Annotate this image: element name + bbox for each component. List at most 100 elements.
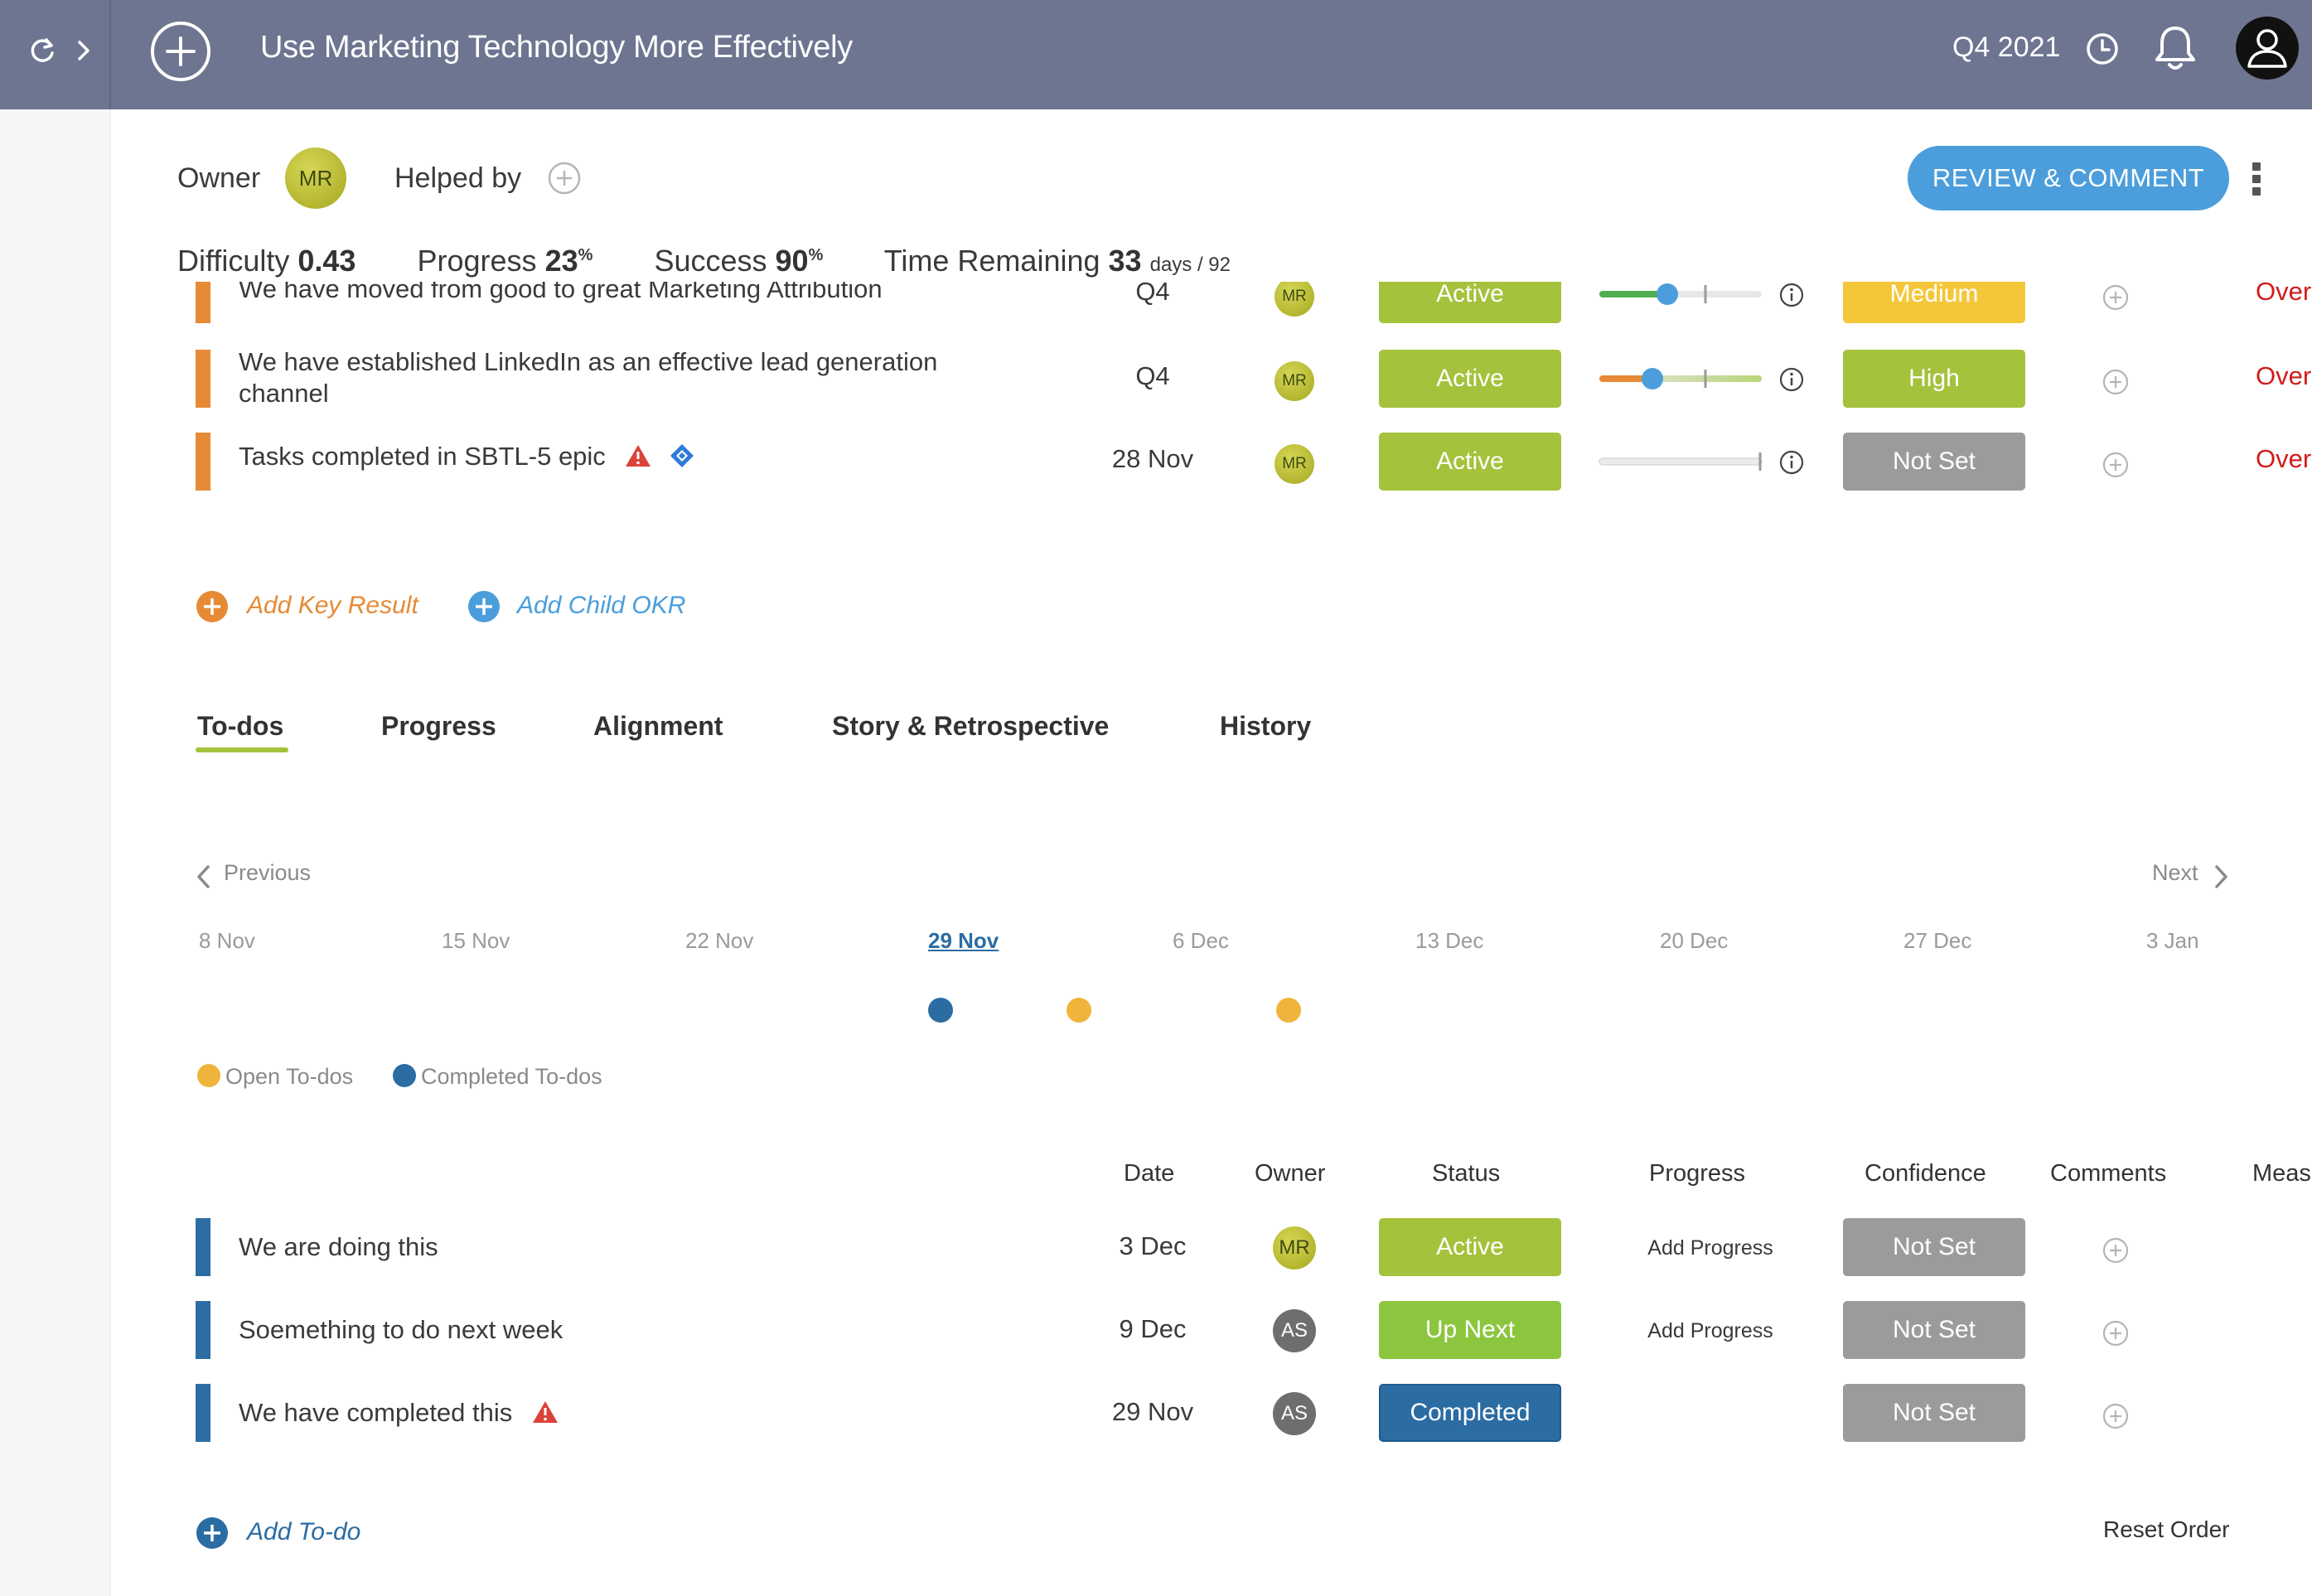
column-header-owner[interactable]: Owner xyxy=(1255,1160,1326,1187)
bell-icon[interactable] xyxy=(2153,23,2198,73)
column-header-date[interactable]: Date xyxy=(1124,1160,1175,1187)
todo-row[interactable]: We have completed this 29 Nov AS Complet… xyxy=(196,1384,2312,1442)
add-todo-link[interactable]: Add To-do xyxy=(247,1518,361,1545)
info-icon[interactable] xyxy=(1778,282,1805,308)
completed-todo-dot[interactable] xyxy=(928,998,953,1023)
key-result-status-button[interactable]: Active xyxy=(1379,282,1561,323)
chevron-right-icon[interactable] xyxy=(2213,863,2231,890)
todo-row[interactable]: Soemething to do next week 9 Dec AS Up N… xyxy=(196,1301,2312,1359)
timeline-week[interactable]: 27 Dec xyxy=(1903,928,1972,953)
chevron-right-icon[interactable] xyxy=(73,36,94,65)
info-icon[interactable] xyxy=(1778,449,1805,476)
add-comment-icon[interactable] xyxy=(2102,451,2130,479)
column-header-progress[interactable]: Progress xyxy=(1649,1160,1746,1187)
more-options-icon[interactable] xyxy=(2251,162,2262,196)
timeline-week-current[interactable]: 29 Nov xyxy=(928,928,999,953)
add-comment-icon[interactable] xyxy=(2102,1236,2130,1265)
add-circle-icon[interactable] xyxy=(149,20,212,83)
key-result-progress-slider[interactable] xyxy=(1598,449,1763,474)
todo-confidence-button[interactable]: Not Set xyxy=(1843,1218,2025,1276)
todo-add-progress-link[interactable]: Add Progress xyxy=(1647,1319,1773,1342)
column-header-confidence[interactable]: Confidence xyxy=(1865,1160,1986,1187)
key-result-row[interactable]: We have moved from good to great Marketi… xyxy=(196,282,2312,323)
tab-story-retrospective[interactable]: Story & Retrospective xyxy=(832,711,1110,741)
todo-owner-avatar[interactable]: MR xyxy=(1273,1226,1316,1270)
add-comment-icon[interactable] xyxy=(2102,1319,2130,1347)
open-todo-dot[interactable] xyxy=(1067,998,1091,1023)
key-result-confidence-button[interactable]: High xyxy=(1843,350,2025,408)
okr-stats: Difficulty 0.43 Progress 23% Success 90%… xyxy=(177,244,1231,278)
todo-row[interactable]: We are doing this 3 Dec MR Active Add Pr… xyxy=(196,1218,2312,1276)
add-key-result-icon[interactable] xyxy=(196,590,229,623)
timeline-week[interactable]: 3 Jan xyxy=(2146,928,2199,953)
todo-add-progress-link[interactable]: Add Progress xyxy=(1647,1236,1773,1260)
chevron-left-icon[interactable] xyxy=(194,863,212,890)
time-remaining-value: 33 xyxy=(1108,244,1142,278)
add-comment-icon[interactable] xyxy=(2102,283,2130,312)
key-result-title-line2: channel xyxy=(239,379,329,408)
todo-status-button[interactable]: Active xyxy=(1379,1218,1561,1276)
key-result-row[interactable]: Tasks completed in SBTL-5 epic 28 Nov MR… xyxy=(196,433,2312,491)
previous-week-button[interactable]: Previous xyxy=(224,860,312,885)
review-comment-button[interactable]: REVIEW & COMMENT xyxy=(1908,146,2229,210)
todo-confidence-button[interactable]: Not Set xyxy=(1843,1301,2025,1359)
timeline-week[interactable]: 13 Dec xyxy=(1415,928,1484,953)
key-result-progress-slider[interactable] xyxy=(1598,366,1763,391)
tab-todos[interactable]: To-dos xyxy=(197,711,284,741)
quarter-selector[interactable]: Q4 2021 xyxy=(1952,31,2061,63)
owner-avatar[interactable]: MR xyxy=(285,148,346,209)
next-week-button[interactable]: Next xyxy=(2152,860,2198,885)
column-header-status[interactable]: Status xyxy=(1432,1160,1501,1187)
todo-color-bar xyxy=(196,1301,210,1359)
warning-icon xyxy=(532,1401,558,1423)
key-result-confidence-button[interactable]: Not Set xyxy=(1843,433,2025,491)
timeline-week[interactable]: 15 Nov xyxy=(442,928,510,953)
todo-owner-avatar[interactable]: AS xyxy=(1273,1309,1316,1352)
todo-owner-avatar[interactable]: AS xyxy=(1273,1392,1316,1435)
legend-open-todos: Open To-dos xyxy=(197,1064,353,1090)
timeline-week[interactable]: 22 Nov xyxy=(685,928,754,953)
column-header-comments[interactable]: Comments xyxy=(2050,1160,2167,1187)
key-result-title: Tasks completed in SBTL-5 epic xyxy=(239,442,606,471)
add-helper-icon[interactable] xyxy=(547,161,582,196)
clock-icon[interactable] xyxy=(2085,31,2120,66)
key-result-title[interactable]: We have established LinkedIn as an effec… xyxy=(239,346,937,409)
jira-epic-icon[interactable] xyxy=(670,443,694,468)
open-todo-dot[interactable] xyxy=(1276,998,1301,1023)
legend-completed-label: Completed To-dos xyxy=(421,1064,602,1089)
refresh-icon[interactable] xyxy=(28,36,56,65)
add-todo-icon[interactable] xyxy=(196,1516,229,1550)
user-avatar-icon[interactable] xyxy=(2236,17,2299,80)
timeline-week[interactable]: 8 Nov xyxy=(199,928,255,953)
key-result-status-button[interactable]: Active xyxy=(1379,433,1561,491)
add-child-okr-link[interactable]: Add Child OKR xyxy=(517,592,686,619)
key-result-title-wrap[interactable]: Tasks completed in SBTL-5 epic xyxy=(239,441,694,472)
timeline-week[interactable]: 20 Dec xyxy=(1660,928,1729,953)
todo-status-button[interactable]: Up Next xyxy=(1379,1301,1561,1359)
key-result-progress-slider[interactable] xyxy=(1598,282,1763,307)
todo-confidence-button[interactable]: Not Set xyxy=(1843,1384,2025,1442)
add-key-result-link[interactable]: Add Key Result xyxy=(247,592,418,619)
add-child-okr-icon[interactable] xyxy=(467,590,501,623)
tab-progress[interactable]: Progress xyxy=(381,711,496,741)
todo-date: 3 Dec xyxy=(1119,1231,1187,1260)
todo-title[interactable]: We are doing this xyxy=(239,1232,438,1261)
todo-title[interactable]: Soemething to do next week xyxy=(239,1315,563,1344)
info-icon[interactable] xyxy=(1778,366,1805,393)
reset-order-button[interactable]: Reset Order xyxy=(2103,1516,2230,1542)
key-result-status-button[interactable]: Active xyxy=(1379,350,1561,408)
key-result-confidence-button[interactable]: Medium xyxy=(1843,282,2025,323)
timeline-week[interactable]: 6 Dec xyxy=(1173,928,1229,953)
key-result-owner-avatar[interactable]: MR xyxy=(1275,361,1314,401)
key-result-row[interactable]: We have established LinkedIn as an effec… xyxy=(196,347,2312,408)
key-result-owner-avatar[interactable]: MR xyxy=(1275,444,1314,484)
key-result-title[interactable]: We have moved from good to great Marketi… xyxy=(239,282,883,303)
todo-status-button[interactable]: Completed xyxy=(1379,1384,1561,1442)
tab-alignment[interactable]: Alignment xyxy=(593,711,723,741)
column-header-measure[interactable]: Meas xyxy=(2252,1160,2311,1187)
add-comment-icon[interactable] xyxy=(2102,1402,2130,1430)
key-result-owner-avatar[interactable]: MR xyxy=(1275,282,1314,317)
tab-history[interactable]: History xyxy=(1220,711,1312,741)
add-comment-icon[interactable] xyxy=(2102,368,2130,396)
todo-title-wrap[interactable]: We have completed this xyxy=(239,1397,559,1429)
